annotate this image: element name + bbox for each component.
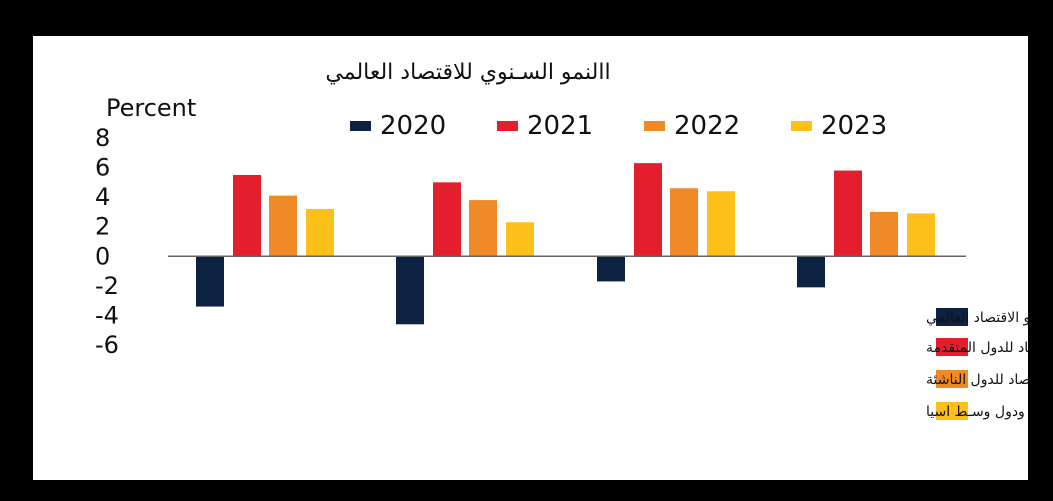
indicator-swatch (936, 338, 968, 356)
bar-2023-group-3 (707, 191, 735, 257)
legend-swatch-2023 (791, 121, 812, 131)
y-axis-label: Percent (106, 94, 196, 122)
series-legend: 2020 2021 2022 2023 (350, 111, 887, 141)
bar-2023-group-2 (506, 222, 534, 257)
bar-2022-group-3 (670, 188, 698, 257)
y-tick-label: -4 (95, 301, 119, 329)
y-tick-label: 2 (95, 213, 110, 241)
legend-swatch-2021 (497, 121, 518, 131)
legend-label-2022: 2022 (674, 111, 740, 141)
bar-2023-group-4 (907, 213, 935, 257)
indicator-label: نمو الاقتصاد العالمي (926, 310, 1028, 326)
y-tick-label: -6 (95, 331, 119, 359)
indicator-legend: نمو الاقتصاد العالمي نمو الاقتصاد للدول ا… (926, 308, 1028, 420)
bar-2022-group-1 (269, 195, 297, 257)
bar-2020-group-2 (396, 256, 424, 325)
bar-2020-group-3 (597, 256, 625, 282)
indicator-label: نمو الاقتصاد للدول المتقدمة (926, 340, 1028, 356)
chart: االنمو السـنوي للاقتصاد العالمي Percent … (95, 60, 1028, 420)
legend-swatch-2020 (350, 121, 371, 131)
legend-label-2021: 2021 (527, 111, 593, 141)
bar-2021-group-1 (233, 174, 261, 257)
bar-2023-group-1 (306, 208, 334, 257)
indicator-swatch (936, 402, 968, 420)
bar-2020-group-1 (196, 256, 224, 307)
indicator-label: نمو الاقتصاد لاوربا ودول وسـط اسيا (926, 404, 1028, 420)
bar-2022-group-4 (870, 211, 898, 257)
y-tick-label: -2 (95, 272, 119, 300)
legend-label-2020: 2020 (380, 111, 446, 141)
legend-swatch-2022 (644, 121, 665, 131)
indicator-swatch (936, 370, 968, 388)
y-tick-label: 0 (95, 242, 110, 270)
bar-2021-group-4 (834, 170, 862, 257)
bar-2020-group-4 (797, 256, 825, 288)
bar-2021-group-2 (433, 182, 461, 257)
y-tick-label: 4 (95, 183, 110, 211)
y-tick-label: 8 (95, 124, 110, 152)
bars (196, 163, 935, 325)
indicator-swatch (936, 308, 968, 326)
indicator-label: نمو الاقتصاد للدول الناشئة (926, 372, 1028, 388)
bar-2022-group-2 (469, 200, 497, 257)
chart-panel: االنمو السـنوي للاقتصاد العالمي Percent … (33, 36, 1028, 480)
legend-label-2023: 2023 (821, 111, 887, 141)
y-tick-label: 6 (95, 154, 110, 182)
bar-2021-group-3 (634, 163, 662, 257)
chart-title: االنمو السـنوي للاقتصاد العالمي (325, 60, 610, 85)
